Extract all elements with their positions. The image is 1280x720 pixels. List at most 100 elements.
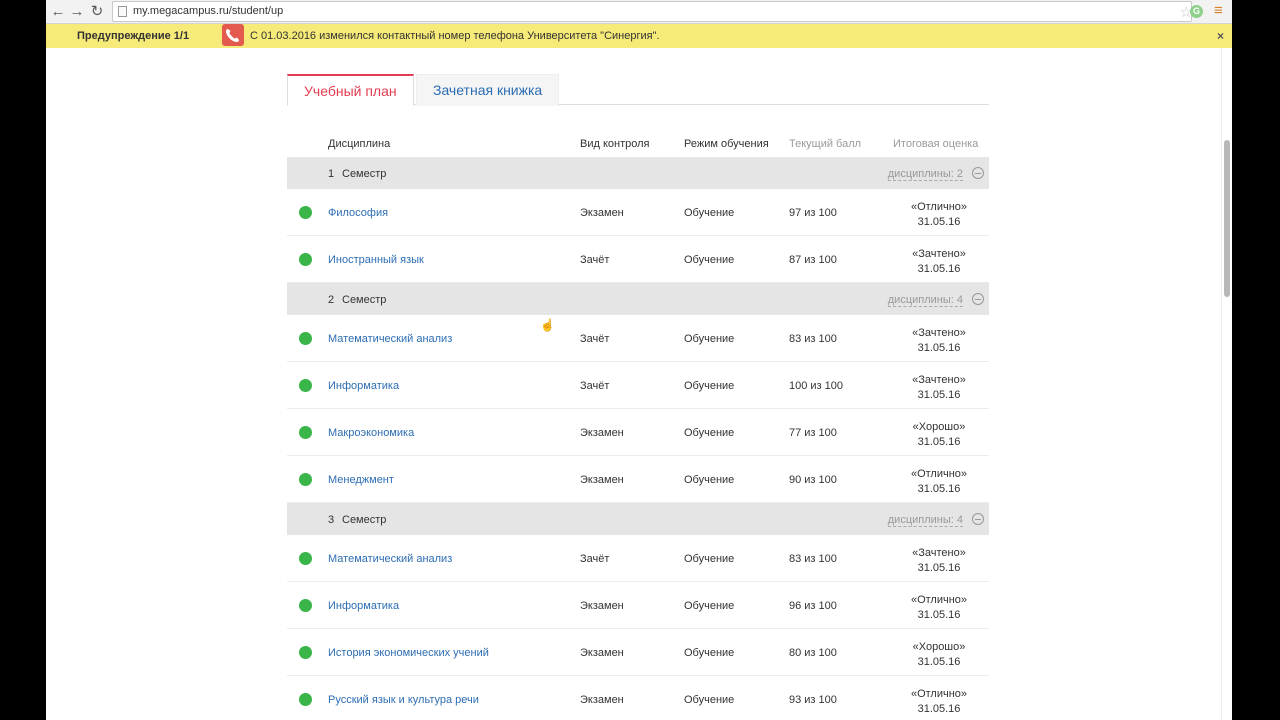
control-type: Экзамен: [580, 207, 624, 219]
grade-date: 31.05.16: [917, 216, 961, 228]
header-control: Вид контроля: [580, 138, 650, 150]
status-dot-icon: [299, 253, 312, 266]
table-row: Информатика Экзамен Обучение 96 из 100 «…: [287, 582, 989, 629]
current-score: 97 из 100: [789, 207, 837, 219]
control-type: Зачёт: [580, 380, 610, 392]
collapse-icon[interactable]: [972, 293, 984, 305]
current-score: 93 из 100: [789, 694, 837, 706]
discipline-link[interactable]: Информатика: [328, 380, 400, 392]
reload-icon[interactable]: ↻: [90, 3, 104, 20]
control-type: Зачёт: [580, 553, 610, 565]
final-grade: «Хорошо» 31.05.16: [892, 420, 986, 450]
discipline-count[interactable]: дисциплины: 4: [887, 514, 963, 527]
status-dot-icon: [299, 379, 312, 392]
current-score: 83 из 100: [789, 333, 837, 345]
menu-icon[interactable]: ≡: [1214, 2, 1223, 19]
warning-banner: Предупреждение 1/1 С 01.03.2016 изменилс…: [46, 24, 1232, 48]
discipline-link[interactable]: Русский язык и культура речи: [328, 694, 479, 706]
study-plan-table: Дисциплина Вид контроля Режим обучения Т…: [287, 129, 989, 720]
grade-date: 31.05.16: [917, 263, 961, 275]
discipline-link[interactable]: Математический анализ: [328, 553, 453, 565]
discipline-link[interactable]: Математический анализ: [328, 333, 453, 345]
table-row: Макроэкономика Экзамен Обучение 77 из 10…: [287, 409, 989, 456]
collapse-icon[interactable]: [972, 513, 984, 525]
final-grade: «Зачтено» 31.05.16: [892, 326, 986, 356]
table-row: Иностранный язык Зачёт Обучение 87 из 10…: [287, 236, 989, 283]
extension-icon[interactable]: G: [1190, 5, 1203, 18]
tab-record-book[interactable]: Зачетная книжка: [416, 74, 560, 106]
forward-arrow-icon[interactable]: →: [69, 3, 85, 20]
grade-date: 31.05.16: [917, 483, 961, 495]
grade-date: 31.05.16: [917, 562, 961, 574]
control-type: Экзамен: [580, 427, 624, 439]
url-text[interactable]: my.megacampus.ru/student/up: [133, 5, 284, 17]
browser-window: ← → ↻ my.megacampus.ru/student/up ☆ G ≡ …: [46, 0, 1232, 720]
semester-label: Семестр: [342, 514, 387, 526]
status-dot-icon: [299, 646, 312, 659]
discipline-link[interactable]: Макроэкономика: [328, 427, 415, 439]
header-score: Текущий балл: [789, 138, 862, 150]
current-score: 80 из 100: [789, 647, 837, 659]
back-arrow-icon[interactable]: ←: [50, 3, 66, 20]
current-score: 83 из 100: [789, 553, 837, 565]
discipline-link[interactable]: Иностранный язык: [328, 254, 424, 266]
control-type: Зачёт: [580, 333, 610, 345]
grade-value: «Хорошо»: [912, 421, 966, 433]
page-scrollbar[interactable]: [1221, 48, 1232, 720]
discipline-link[interactable]: Менеджмент: [328, 474, 394, 486]
study-mode: Обучение: [684, 600, 735, 612]
grade-date: 31.05.16: [917, 609, 961, 621]
discipline-link[interactable]: История экономических учений: [328, 647, 489, 659]
grade-date: 31.05.16: [917, 656, 961, 668]
semester-number: 3: [328, 514, 335, 526]
semester-row[interactable]: 3 Семестр дисциплины: 4: [287, 503, 989, 535]
final-grade: «Зачтено» 31.05.16: [892, 373, 986, 403]
semester-label: Семестр: [342, 294, 387, 306]
discipline-link[interactable]: Философия: [328, 207, 389, 219]
grade-value: «Зачтено»: [912, 248, 966, 260]
collapse-icon[interactable]: [972, 167, 984, 179]
grade-value: «Отлично»: [910, 201, 968, 213]
address-bar[interactable]: my.megacampus.ru/student/up ☆: [112, 1, 1193, 22]
header-mode: Режим обучения: [684, 138, 769, 150]
grade-value: «Зачтено»: [912, 327, 966, 339]
final-grade: «Зачтено» 31.05.16: [892, 247, 986, 277]
warning-count: Предупреждение 1/1: [77, 30, 190, 42]
phone-icon: [222, 24, 244, 46]
final-grade: «Отлично» 31.05.16: [892, 467, 986, 497]
discipline-count[interactable]: дисциплины: 2: [887, 168, 963, 181]
table-row: Математический анализ Зачёт Обучение 83 …: [287, 535, 989, 582]
final-grade: «Отлично» 31.05.16: [892, 200, 986, 230]
discipline-count[interactable]: дисциплины: 4: [887, 294, 963, 307]
grade-value: «Отлично»: [910, 688, 968, 700]
grade-date: 31.05.16: [917, 342, 961, 354]
semester-row[interactable]: 1 Семестр дисциплины: 2: [287, 157, 989, 189]
grade-value: «Отлично»: [910, 594, 968, 606]
grade-value: «Зачтено»: [912, 374, 966, 386]
grade-value: «Хорошо»: [912, 641, 966, 653]
study-mode: Обучение: [684, 694, 735, 706]
study-mode: Обучение: [684, 380, 735, 392]
table-header: Дисциплина Вид контроля Режим обучения Т…: [287, 129, 989, 157]
study-mode: Обучение: [684, 553, 735, 565]
bookmark-star-icon[interactable]: ☆: [1179, 4, 1193, 21]
status-dot-icon: [299, 552, 312, 565]
status-dot-icon: [299, 206, 312, 219]
grade-value: «Зачтено»: [912, 547, 966, 559]
grade-date: 31.05.16: [917, 389, 961, 401]
final-grade: «Хорошо» 31.05.16: [892, 640, 986, 670]
tab-bar: Учебный план Зачетная книжка: [287, 74, 989, 106]
control-type: Экзамен: [580, 647, 624, 659]
final-grade: «Зачтено» 31.05.16: [892, 546, 986, 576]
scrollbar-thumb[interactable]: [1224, 140, 1230, 297]
close-icon[interactable]: ×: [1217, 29, 1225, 43]
table-row: Русский язык и культура речи Экзамен Обу…: [287, 676, 989, 720]
control-type: Экзамен: [580, 694, 624, 706]
current-score: 96 из 100: [789, 600, 837, 612]
semester-label: Семестр: [342, 168, 387, 180]
semester-row[interactable]: 2 Семестр дисциплины: 4: [287, 283, 989, 315]
study-mode: Обучение: [684, 207, 735, 219]
header-grade: Итоговая оценка: [893, 138, 979, 150]
discipline-link[interactable]: Информатика: [328, 600, 400, 612]
tab-study-plan[interactable]: Учебный план: [287, 74, 414, 106]
